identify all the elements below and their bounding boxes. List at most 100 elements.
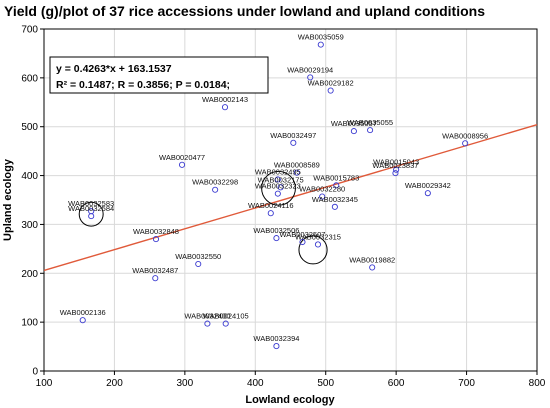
point-label: WAB0029194: [287, 65, 333, 74]
data-point: [369, 264, 376, 271]
data-point: [222, 320, 229, 327]
data-point: [462, 140, 469, 147]
point-label: WAB0032848: [133, 227, 179, 236]
data-point: [267, 210, 274, 217]
point-label: WAB0008589: [274, 161, 320, 170]
point-label: WAB0032550: [175, 252, 221, 261]
chart-title: Yield (g)/plot of 37 rice accessions und…: [4, 3, 485, 19]
point-label: WAB0024105: [203, 312, 249, 321]
y-tick-label: 700: [21, 25, 38, 36]
data-point: [293, 169, 300, 176]
data-point: [277, 184, 284, 191]
point-label: WAB0002143: [202, 95, 248, 104]
point-label: WAB0035055: [347, 118, 393, 127]
plot-frame: [43, 28, 538, 372]
data-points: [79, 41, 469, 350]
x-tick-label: 400: [247, 378, 264, 389]
data-point: [212, 186, 219, 193]
point-label: WAB0023837: [372, 161, 418, 170]
data-point: [152, 275, 159, 282]
ticks: 100 200 300 400 500 600 700 8000100200300400500…: [21, 25, 545, 390]
data-point: [273, 343, 280, 350]
highlight-circle: [298, 235, 328, 265]
data-point: [290, 139, 297, 146]
data-point: [204, 320, 211, 327]
data-point: [333, 182, 340, 189]
point-label: WAB0019882: [349, 255, 395, 264]
x-tick-label: 700: [458, 378, 475, 389]
point-label: WAB0032298: [192, 178, 238, 187]
y-tick-label: 100: [21, 318, 38, 329]
point-label: WAB0032394: [253, 334, 299, 343]
data-point: [350, 128, 357, 135]
point-label: WAB0032315: [295, 232, 341, 241]
data-point: [393, 166, 400, 173]
x-tick-label: 500: [317, 378, 334, 389]
data-point: [79, 317, 86, 324]
point-label: WAB0024116: [248, 201, 293, 210]
data-point: [314, 241, 322, 248]
data-point: [317, 41, 324, 48]
point-label: WAB0032583: [68, 199, 114, 208]
point-label: WAB0032584: [68, 204, 114, 213]
point-label: WAB0032507: [279, 230, 325, 239]
highlight-circle: [78, 201, 104, 227]
y-tick-label: 400: [21, 171, 38, 182]
y-tick-label: 200: [21, 269, 38, 280]
x-tick-label: 100: [36, 378, 53, 389]
point-label: WAB0029182: [308, 79, 354, 88]
regression-statistics: R² = 0.1487; R = 0.3856; P = 0.0184;: [56, 79, 230, 91]
point-label: WAB0032400: [184, 312, 230, 321]
data-point: [88, 213, 95, 220]
data-point: [367, 127, 374, 134]
point-label: WAB0035057: [331, 119, 377, 128]
y-tick-label: 500: [21, 122, 38, 133]
x-tick-label: 800: [529, 378, 546, 389]
regression-equation: y = 0.4263*x + 163.1537: [56, 63, 172, 75]
data-point: [331, 203, 338, 210]
x-axis-label: Lowland ecology: [245, 394, 335, 406]
equation-box-frame: [49, 56, 269, 94]
data-point: [424, 190, 431, 197]
data-point: [274, 190, 281, 197]
point-label: WAB0008956: [442, 131, 488, 140]
y-tick-label: 0: [32, 367, 38, 378]
data-point: [274, 176, 281, 183]
highlight-circle: [261, 170, 296, 206]
point-label: WAB0032497: [270, 131, 316, 140]
data-point: [319, 193, 326, 200]
point-label: WAB0032323: [255, 182, 301, 191]
y-tick-label: 600: [21, 73, 38, 84]
data-point: [273, 235, 280, 242]
x-tick-label: 300: [177, 378, 194, 389]
data-point: [178, 161, 186, 168]
point-label: WAB0032345: [312, 195, 358, 204]
point-label: WAB0015043: [373, 158, 419, 167]
point-label: WAB0015783: [313, 173, 359, 182]
point-labels: WAB0035059 WAB0029194 WAB0029182 WAB0002143…: [60, 33, 488, 343]
highlight-circles: [78, 170, 328, 265]
data-point: [221, 104, 229, 111]
point-label: WAB0032495: [255, 167, 301, 176]
point-label: WAB0032175: [258, 175, 304, 184]
regression-line: [43, 123, 538, 272]
point-label: WAB0020477: [159, 153, 205, 162]
data-point: [195, 260, 202, 268]
point-label: WAB0032487: [132, 266, 178, 275]
data-point: [327, 87, 334, 94]
x-tick-label: 600: [388, 378, 405, 389]
point-label: WAB0032280: [299, 185, 345, 194]
x-tick-label: 200: [106, 378, 123, 389]
point-label: WAB0035059: [298, 33, 344, 42]
data-point: [307, 74, 314, 81]
point-label: WAB0002136: [60, 308, 106, 317]
data-point: [152, 236, 160, 243]
point-label: WAB0032506: [253, 226, 299, 235]
point-label: WAB0029342: [405, 181, 451, 190]
data-point: [392, 170, 399, 177]
y-tick-label: 300: [21, 220, 38, 231]
equation-box: y = 0.4263*x + 163.1537 R² = 0.1487; R =…: [49, 56, 269, 94]
data-point: [299, 238, 306, 246]
